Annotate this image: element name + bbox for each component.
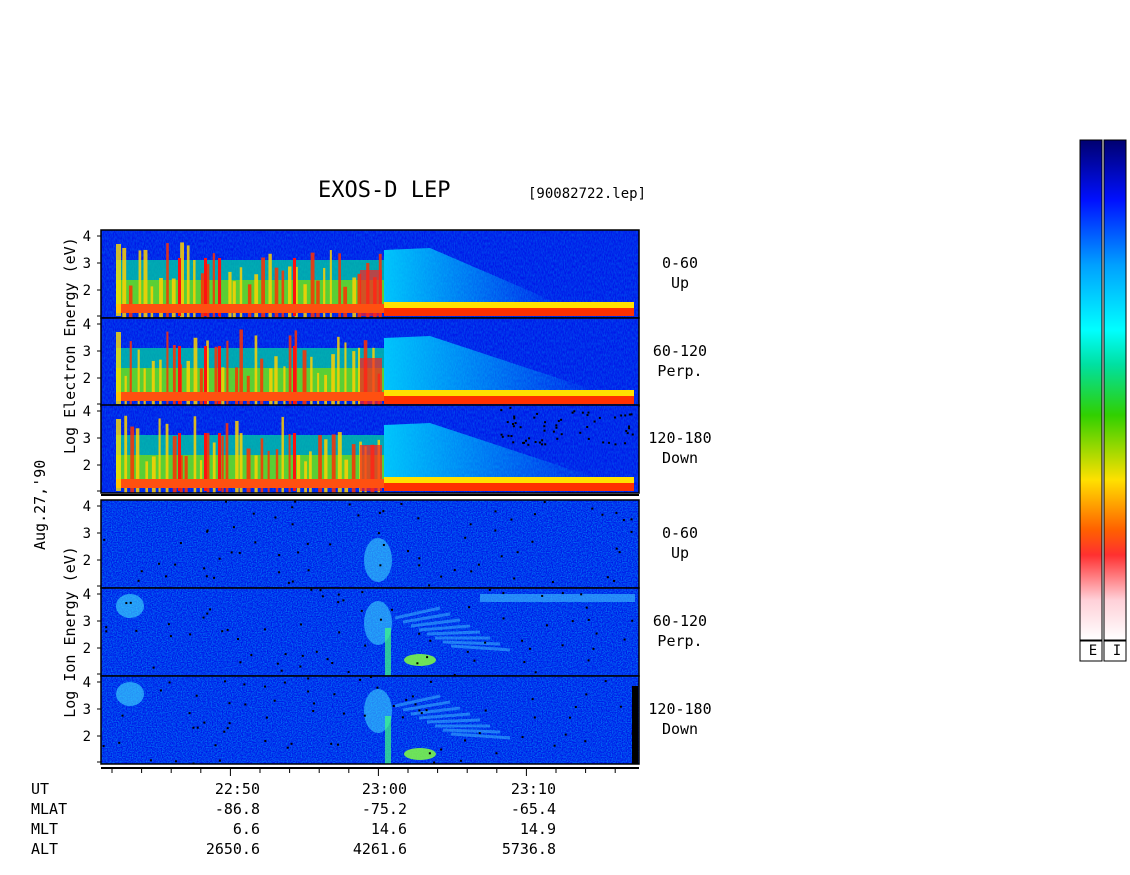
y-tick-label: 2 xyxy=(83,283,91,299)
y-tick-label: 3 xyxy=(83,256,91,272)
panel-direction: Up xyxy=(670,274,690,292)
row-label-ut: UT xyxy=(31,780,50,798)
panel-ion-2 xyxy=(100,675,640,765)
panel-direction: Perp. xyxy=(657,632,703,650)
panel-range: 0-60 xyxy=(661,254,699,272)
panel-label: 120-180 Down xyxy=(640,430,720,466)
panel-electron-1 xyxy=(100,317,640,407)
row-value: 5736.8 xyxy=(501,840,556,858)
panel-direction: Up xyxy=(670,544,690,562)
panel-label: 0-60 Up xyxy=(640,255,720,291)
row-label-alt: ALT xyxy=(31,840,59,858)
row-label-mlt: MLT xyxy=(31,820,59,838)
panel-range: 0-60 xyxy=(661,524,699,542)
row-value: 14.6 xyxy=(370,820,407,838)
colorbar-e xyxy=(1079,139,1103,641)
y-tick-label: 4 xyxy=(83,229,91,245)
file-label: [90082722.lep] xyxy=(528,186,647,202)
panel-direction: Perp. xyxy=(657,362,703,380)
y-tick-label: 2 xyxy=(83,458,91,474)
colorbar-label-e: E xyxy=(1088,643,1098,659)
chart-title: EXOS-D LEP xyxy=(318,178,451,203)
y-tick-label: 3 xyxy=(83,702,91,718)
y-tick-label: 4 xyxy=(83,587,91,603)
panel-electron-2 xyxy=(100,404,640,494)
row-label-mlat: MLAT xyxy=(31,800,68,818)
panel-range: 120-180 xyxy=(648,429,712,447)
y-tick-label: 3 xyxy=(83,344,91,360)
y-tick-label: 2 xyxy=(83,641,91,657)
y-tick-label: 4 xyxy=(83,317,91,333)
panel-ion-0 xyxy=(100,499,640,589)
y-tick-label: 2 xyxy=(83,729,91,745)
panel-direction: Down xyxy=(661,720,699,738)
y-tick-label: 3 xyxy=(83,526,91,542)
y-tick-label: 4 xyxy=(83,404,91,420)
colorbar-label-i: I xyxy=(1112,643,1122,659)
y-tick-label: 2 xyxy=(83,553,91,569)
y-tick-label: 2 xyxy=(83,371,91,387)
panel-label: 60-120 Perp. xyxy=(640,613,720,649)
panel-range: 60-120 xyxy=(652,612,708,630)
panel-electron-0 xyxy=(100,229,640,319)
row-value: 2650.6 xyxy=(205,840,260,858)
row-value: -65.4 xyxy=(510,800,556,818)
colorbar-i xyxy=(1103,139,1127,641)
row-value: 23:10 xyxy=(510,780,556,798)
panel-range: 120-180 xyxy=(648,700,712,718)
row-value: -86.8 xyxy=(214,800,260,818)
row-value: 14.9 xyxy=(519,820,556,838)
row-value: 6.6 xyxy=(232,820,260,838)
y-tick-label: 4 xyxy=(83,675,91,691)
panel-label: 120-180 Down xyxy=(640,701,720,737)
y-tick-label: 4 xyxy=(83,499,91,515)
row-value: -75.2 xyxy=(361,800,407,818)
y-tick-label: 3 xyxy=(83,614,91,630)
panel-ion-1 xyxy=(100,587,640,678)
y-tick-label: 3 xyxy=(83,431,91,447)
panel-direction: Down xyxy=(661,449,699,467)
row-value: 4261.6 xyxy=(352,840,407,858)
row-value: 23:00 xyxy=(361,780,407,798)
panel-label: 0-60 Up xyxy=(640,525,720,561)
row-value: 22:50 xyxy=(214,780,260,798)
panel-label: 60-120 Perp. xyxy=(640,343,720,379)
panel-range: 60-120 xyxy=(652,342,708,360)
